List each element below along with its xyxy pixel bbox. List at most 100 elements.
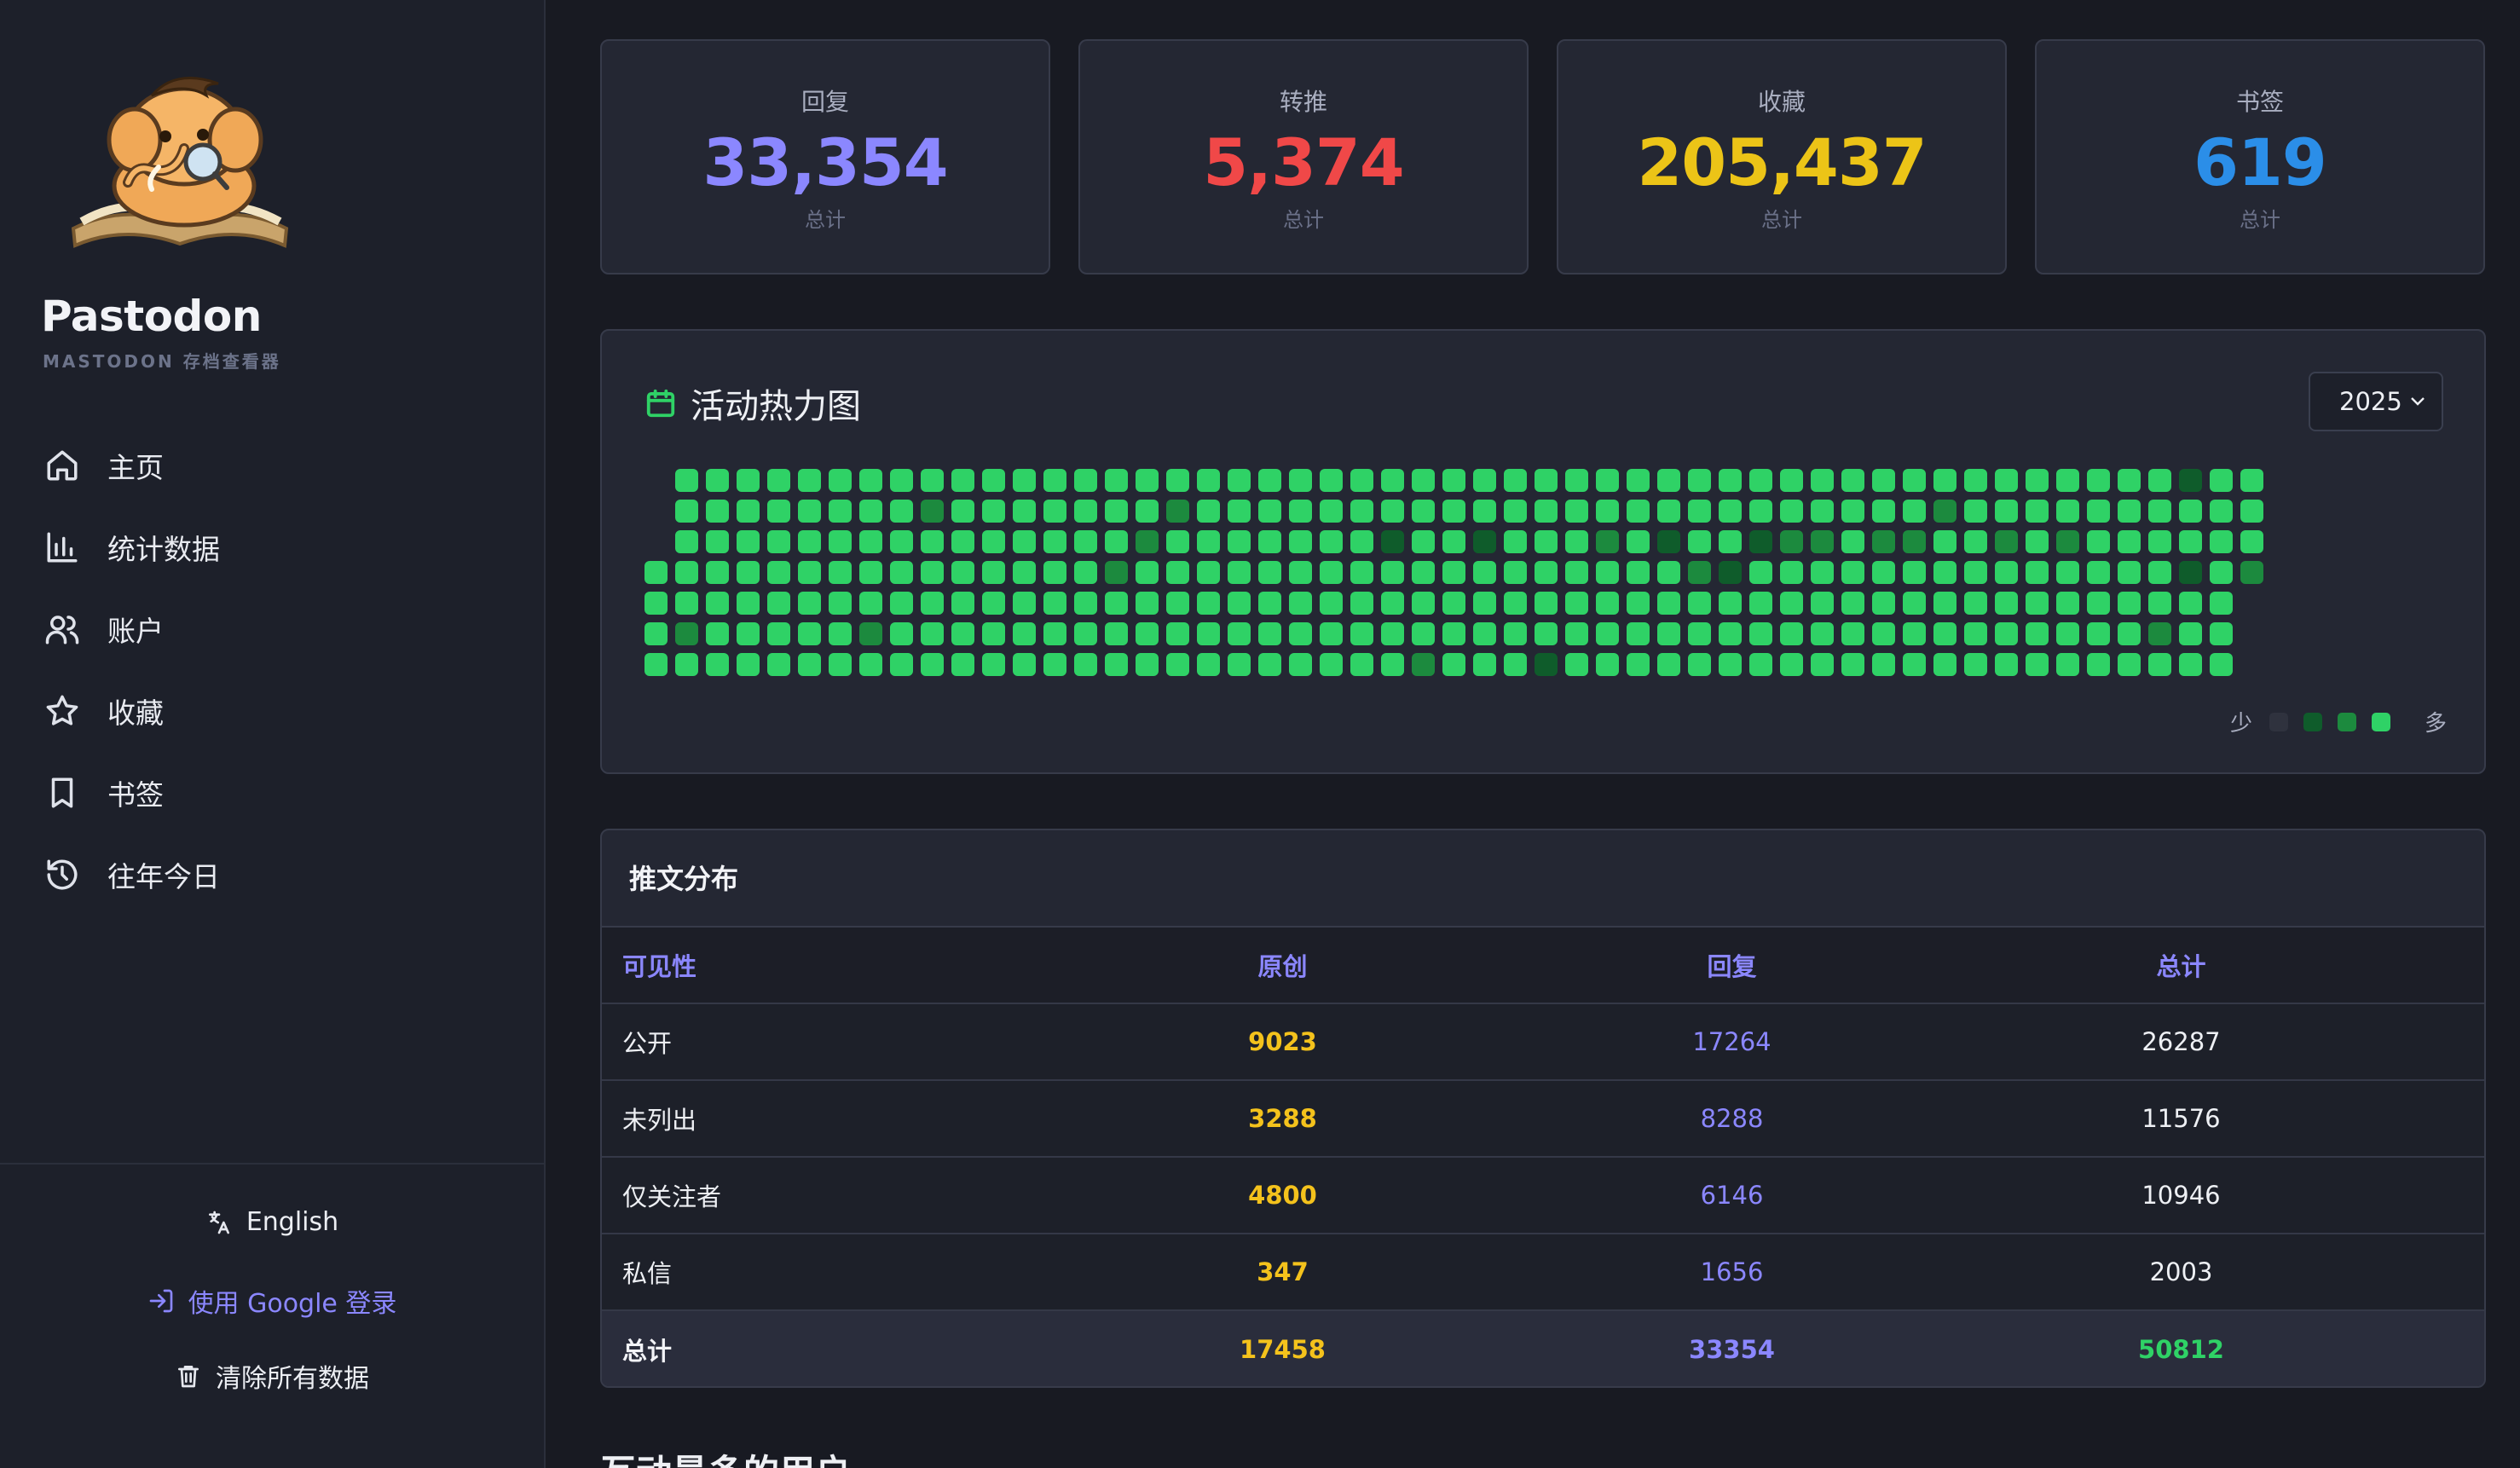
- heatmap-day-cell[interactable]: [1780, 469, 1803, 492]
- heatmap-day-cell[interactable]: [951, 592, 974, 615]
- column-header[interactable]: 可见性: [622, 952, 697, 981]
- heatmap-day-cell[interactable]: [798, 592, 821, 615]
- heatmap-day-cell[interactable]: [1964, 622, 1987, 645]
- heatmap-day-cell[interactable]: [675, 530, 698, 553]
- heatmap-day-cell[interactable]: [1442, 622, 1465, 645]
- heatmap-day-cell[interactable]: [1872, 592, 1895, 615]
- heatmap-day-cell[interactable]: [921, 530, 944, 553]
- heatmap-day-cell[interactable]: [951, 561, 974, 584]
- heatmap-day-cell[interactable]: [1043, 592, 1066, 615]
- heatmap-day-cell[interactable]: [1136, 500, 1159, 523]
- heatmap-day-cell[interactable]: [1136, 653, 1159, 676]
- heatmap-day-cell[interactable]: [1688, 500, 1711, 523]
- heatmap-day-cell[interactable]: [1627, 500, 1650, 523]
- heatmap-day-cell[interactable]: [1811, 561, 1834, 584]
- heatmap-day-cell[interactable]: [859, 561, 882, 584]
- heatmap-day-cell[interactable]: [1596, 500, 1619, 523]
- heatmap-day-cell[interactable]: [1995, 500, 2018, 523]
- heatmap-day-cell[interactable]: [829, 622, 852, 645]
- heatmap-day-cell[interactable]: [951, 469, 974, 492]
- heatmap-day-cell[interactable]: [1105, 530, 1128, 553]
- heatmap-day-cell[interactable]: [982, 653, 1005, 676]
- heatmap-day-cell[interactable]: [921, 622, 944, 645]
- heatmap-day-cell[interactable]: [1903, 653, 1926, 676]
- heatmap-day-cell[interactable]: [982, 469, 1005, 492]
- heatmap-day-cell[interactable]: [1074, 653, 1097, 676]
- heatmap-day-cell[interactable]: [1166, 530, 1189, 553]
- heatmap-day-cell[interactable]: [2148, 530, 2171, 553]
- heatmap-day-cell[interactable]: [890, 592, 913, 615]
- heatmap-day-cell[interactable]: [1995, 530, 2018, 553]
- heatmap-day-cell[interactable]: [2118, 469, 2141, 492]
- heatmap-day-cell[interactable]: [2087, 530, 2110, 553]
- heatmap-day-cell[interactable]: [890, 653, 913, 676]
- heatmap-day-cell[interactable]: [1504, 530, 1527, 553]
- heatmap-day-cell[interactable]: [1872, 653, 1895, 676]
- heatmap-day-cell[interactable]: [1320, 653, 1343, 676]
- heatmap-day-cell[interactable]: [2118, 622, 2141, 645]
- heatmap-day-cell[interactable]: [2087, 592, 2110, 615]
- heatmap-day-cell[interactable]: [921, 653, 944, 676]
- heatmap-day-cell[interactable]: [2118, 500, 2141, 523]
- heatmap-day-cell[interactable]: [675, 500, 698, 523]
- heatmap-day-cell[interactable]: [767, 469, 790, 492]
- heatmap-day-cell[interactable]: [1719, 561, 1742, 584]
- heatmap-day-cell[interactable]: [1105, 469, 1128, 492]
- heatmap-day-cell[interactable]: [859, 653, 882, 676]
- heatmap-day-cell[interactable]: [706, 561, 729, 584]
- heatmap-day-cell[interactable]: [1166, 561, 1189, 584]
- heatmap-day-cell[interactable]: [1228, 561, 1251, 584]
- heatmap-day-cell[interactable]: [1043, 561, 1066, 584]
- heatmap-day-cell[interactable]: [2056, 561, 2079, 584]
- heatmap-day-cell[interactable]: [1289, 561, 1312, 584]
- heatmap-day-cell[interactable]: [829, 530, 852, 553]
- heatmap-day-cell[interactable]: [1933, 530, 1956, 553]
- heatmap-day-cell[interactable]: [2118, 653, 2141, 676]
- heatmap-day-cell[interactable]: [1627, 530, 1650, 553]
- heatmap-day-cell[interactable]: [2210, 653, 2233, 676]
- heatmap-day-cell[interactable]: [767, 530, 790, 553]
- heatmap-day-cell[interactable]: [2210, 561, 2233, 584]
- heatmap-day-cell[interactable]: [1903, 622, 1926, 645]
- heatmap-day-cell[interactable]: [644, 561, 668, 584]
- heatmap-day-cell[interactable]: [1289, 653, 1312, 676]
- heatmap-day-cell[interactable]: [1442, 469, 1465, 492]
- heatmap-day-cell[interactable]: [1228, 500, 1251, 523]
- heatmap-day-cell[interactable]: [1013, 500, 1036, 523]
- heatmap-day-cell[interactable]: [2056, 530, 2079, 553]
- heatmap-day-cell[interactable]: [1197, 561, 1220, 584]
- heatmap-day-cell[interactable]: [1872, 561, 1895, 584]
- heatmap-day-cell[interactable]: [1350, 592, 1373, 615]
- heatmap-day-cell[interactable]: [1903, 561, 1926, 584]
- heatmap-day-cell[interactable]: [1197, 469, 1220, 492]
- heatmap-day-cell[interactable]: [829, 653, 852, 676]
- heatmap-day-cell[interactable]: [737, 592, 760, 615]
- heatmap-day-cell[interactable]: [1228, 530, 1251, 553]
- heatmap-day-cell[interactable]: [798, 561, 821, 584]
- heatmap-day-cell[interactable]: [1412, 469, 1435, 492]
- heatmap-day-cell[interactable]: [1166, 592, 1189, 615]
- heatmap-day-cell[interactable]: [737, 530, 760, 553]
- heatmap-day-cell[interactable]: [1289, 592, 1312, 615]
- heatmap-day-cell[interactable]: [767, 592, 790, 615]
- heatmap-day-cell[interactable]: [1627, 653, 1650, 676]
- heatmap-day-cell[interactable]: [1627, 592, 1650, 615]
- heatmap-day-cell[interactable]: [1596, 592, 1619, 615]
- heatmap-day-cell[interactable]: [1719, 592, 1742, 615]
- heatmap-day-cell[interactable]: [1105, 653, 1128, 676]
- heatmap-day-cell[interactable]: [1013, 530, 1036, 553]
- heatmap-day-cell[interactable]: [829, 561, 852, 584]
- heatmap-day-cell[interactable]: [1074, 561, 1097, 584]
- heatmap-day-cell[interactable]: [2118, 530, 2141, 553]
- heatmap-day-cell[interactable]: [2087, 469, 2110, 492]
- heatmap-day-cell[interactable]: [1320, 561, 1343, 584]
- heatmap-day-cell[interactable]: [1811, 530, 1834, 553]
- heatmap-day-cell[interactable]: [706, 469, 729, 492]
- heatmap-day-cell[interactable]: [1136, 592, 1159, 615]
- heatmap-day-cell[interactable]: [1749, 469, 1772, 492]
- heatmap-day-cell[interactable]: [1749, 561, 1772, 584]
- heatmap-day-cell[interactable]: [1013, 561, 1036, 584]
- heatmap-day-cell[interactable]: [2056, 622, 2079, 645]
- heatmap-day-cell[interactable]: [1136, 622, 1159, 645]
- heatmap-day-cell[interactable]: [1442, 653, 1465, 676]
